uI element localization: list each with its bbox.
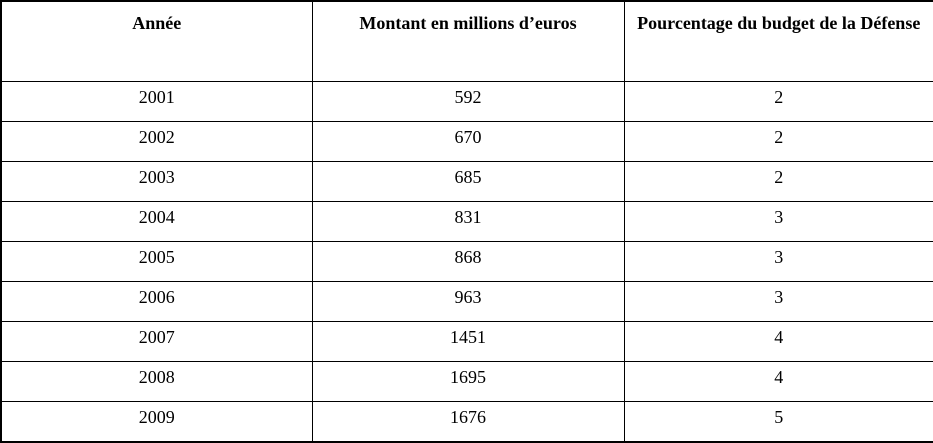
cell-annee: 2001 <box>0 81 313 122</box>
cell-annee: 2007 <box>0 321 313 362</box>
cell-annee: 2006 <box>0 281 313 322</box>
cell-annee: 2003 <box>0 161 313 202</box>
cell-montant: 670 <box>311 121 625 162</box>
cell-montant: 592 <box>311 81 625 122</box>
cell-montant: 1676 <box>311 401 625 443</box>
cell-pourcentage: 3 <box>623 281 933 322</box>
cell-annee: 2005 <box>0 241 313 282</box>
table-row: 2001 592 2 <box>0 81 933 122</box>
cell-pourcentage: 3 <box>623 241 933 282</box>
cell-pourcentage: 5 <box>623 401 933 443</box>
table-row: 2008 1695 4 <box>0 361 933 402</box>
table-row: 2004 831 3 <box>0 201 933 242</box>
cell-annee: 2008 <box>0 361 313 402</box>
table-header-row: Année Montant en millions d’euros Pource… <box>0 0 933 82</box>
cell-annee: 2009 <box>0 401 313 443</box>
table-row: 2003 685 2 <box>0 161 933 202</box>
cell-pourcentage: 3 <box>623 201 933 242</box>
cell-pourcentage: 4 <box>623 321 933 362</box>
column-header-montant: Montant en millions d’euros <box>311 0 625 82</box>
cell-montant: 1451 <box>311 321 625 362</box>
cell-montant: 831 <box>311 201 625 242</box>
cell-annee: 2002 <box>0 121 313 162</box>
column-header-pourcentage: Pourcentage du budget de la Défense <box>623 0 933 82</box>
table-row: 2002 670 2 <box>0 121 933 162</box>
table-row: 2005 868 3 <box>0 241 933 282</box>
table-row: 2009 1676 5 <box>0 401 933 443</box>
cell-pourcentage: 4 <box>623 361 933 402</box>
cell-montant: 685 <box>311 161 625 202</box>
cell-montant: 1695 <box>311 361 625 402</box>
cell-annee: 2004 <box>0 201 313 242</box>
cell-pourcentage: 2 <box>623 121 933 162</box>
cell-pourcentage: 2 <box>623 81 933 122</box>
column-header-annee: Année <box>0 0 313 82</box>
cell-pourcentage: 2 <box>623 161 933 202</box>
cell-montant: 963 <box>311 281 625 322</box>
table-row: 2006 963 3 <box>0 281 933 322</box>
table-row: 2007 1451 4 <box>0 321 933 362</box>
cell-montant: 868 <box>311 241 625 282</box>
